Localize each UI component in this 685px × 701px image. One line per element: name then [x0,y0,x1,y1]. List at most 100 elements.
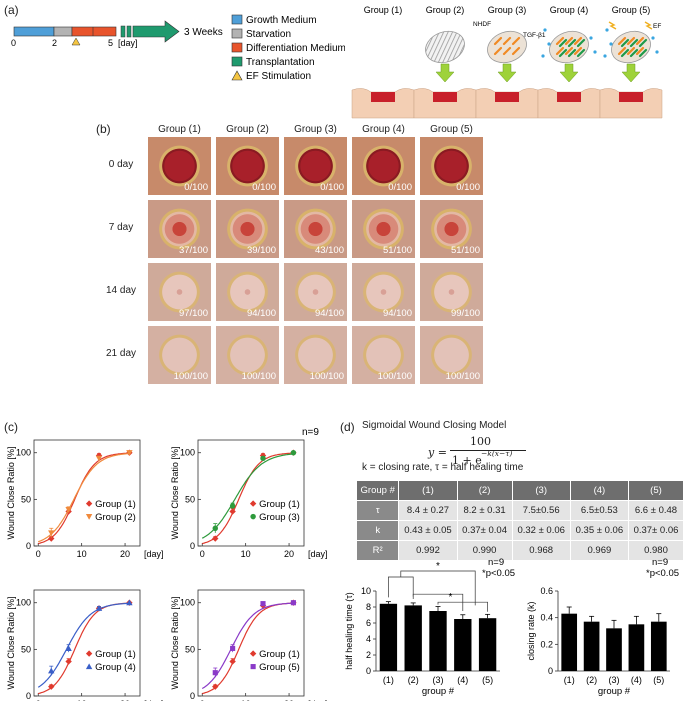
legend-entry: Group (1) [259,499,300,510]
fit-curve [202,452,294,545]
panel-label-b: (b) [96,122,111,136]
wound-score-label: 51/100 [382,245,412,256]
wound-photo: 100/100 [216,326,279,384]
wound-score-label: 39/100 [246,245,276,256]
wound-photo: 0/100 [284,137,347,195]
legend-entry: Group (1) [95,649,136,660]
x-axis-label: group # [422,686,455,697]
bar-chart-1: 0 2 4 6 8 10 (1) (2) (3) (4) (5) group # half healin… [344,557,515,697]
y-tick-label: 2 [366,650,371,660]
legend-entry: Group (2) [95,512,136,523]
table-col-header: (2) [456,480,513,501]
wound-photo: 0/100 [216,137,279,195]
y-axis-label: Wound Close Ratio [%] [170,447,180,540]
x-tick-label: 0 [200,699,205,701]
x-tick-label: 20 [120,699,130,701]
timeline-day-unit: [day] [118,38,138,48]
wound-photo: 94/100 [216,263,279,321]
y-tick-label: 0 [366,666,371,676]
y-tick-label: 6 [366,618,371,628]
wound-photo: 99/100 [420,263,483,321]
x-tick-label: 10 [77,699,87,701]
timeline-legend: Growth Medium Starvation Differentiation… [231,14,345,82]
annotation-ef: EF [653,23,661,30]
wound-score-label: 0/100 [320,182,344,193]
wound-score-label: 100/100 [445,371,480,382]
y-tick-label: 50 [21,494,31,504]
y-axis-label: Wound Close Ratio [%] [6,597,16,690]
y-tick-label: 0 [190,541,195,551]
table-cell: 0.37± 0.06 [627,520,685,541]
data-point [250,513,256,520]
timeline-transplantation-arrow [132,20,180,43]
y-tick-label: 0.2 [540,639,553,649]
fit-curve [37,602,130,688]
data-point [212,683,219,690]
data-point [249,500,257,507]
x-tick-label: (1) [564,675,575,685]
model-definition: k = closing rate, τ = half healing time [362,462,524,473]
y-tick-label: 100 [16,448,31,458]
x-tick-label: (3) [609,675,620,685]
wound-photo: 97/100 [148,263,211,321]
x-tick-label: (4) [457,675,468,685]
photo-row-label: 21 day [105,348,137,359]
table-cell: 8.2 ± 0.31 [456,500,513,521]
data-point [229,503,236,509]
legend-growth-medium: Growth Medium [246,15,317,26]
photo-col-header-3: Group (3) [294,124,337,135]
table-row: k 0.43 ± 0.05 0.37± 0.04 0.32 ± 0.06 0.35 ± … [355,520,685,541]
table-cell: 6.5±0.53 [569,500,629,521]
y-tick-label: 4 [366,634,371,644]
photo-row-label: 7 day [108,222,134,233]
wound-bed [619,92,643,102]
x-tick-label: (1) [383,675,394,685]
schematic-group-4: Group (4) [537,5,601,119]
significance-mark: * [448,592,452,603]
data-point [212,535,219,542]
bar [583,621,600,671]
photo-row-label: 14 day [105,285,137,296]
data-point [65,507,72,513]
table-row-header: τ [355,500,400,521]
wound-photo: 0/100 [148,137,211,195]
data-point [260,455,266,462]
y-tick-label: 50 [21,644,31,654]
timeline-tick-2: 2 [52,38,57,48]
x-tick-label: 10 [77,549,87,559]
x-tick-label: 20 [120,549,130,559]
table-row: R² 0.992 0.990 0.968 0.969 0.980 [355,540,685,561]
wound-score-label: 0/100 [456,182,480,193]
x-tick-label: 0 [36,549,41,559]
table-cell: 0.990 [456,540,513,561]
x-tick-label: (5) [653,675,664,685]
model-title: Sigmoidal Wound Closing Model [362,420,507,431]
wound-score-label: 100/100 [241,371,276,382]
y-tick-label: 8 [366,602,371,612]
photo-row-label: 0 day [108,159,134,170]
x-axis-label: group # [598,686,631,697]
wound-score-label: 0/100 [388,182,412,193]
legend-entry: Group (5) [259,662,300,673]
y-axis-label: closing rate (k) [526,601,536,660]
wound-score-label: 99/100 [450,308,480,319]
legend-starvation: Starvation [246,29,291,40]
x-axis-label: [day] [144,699,164,701]
x-tick-label: (2) [408,675,419,685]
data-point [85,514,93,520]
wound-score-label: 100/100 [377,371,412,382]
fit-curve [201,453,294,539]
table-cell: 6.6 ± 0.48 [627,500,685,521]
table-col-header: (3) [511,480,571,501]
table-col-header: (1) [398,480,458,501]
plot-frame [197,589,305,697]
data-point [48,683,55,690]
photo-col-header-5: Group (5) [430,124,473,135]
data-point [126,599,133,606]
bar [404,605,422,671]
y-tick-label: 50 [185,644,195,654]
data-point [212,670,218,676]
x-tick-label: (3) [433,675,444,685]
x-axis-label: [day] [308,549,328,559]
bar [379,603,398,671]
